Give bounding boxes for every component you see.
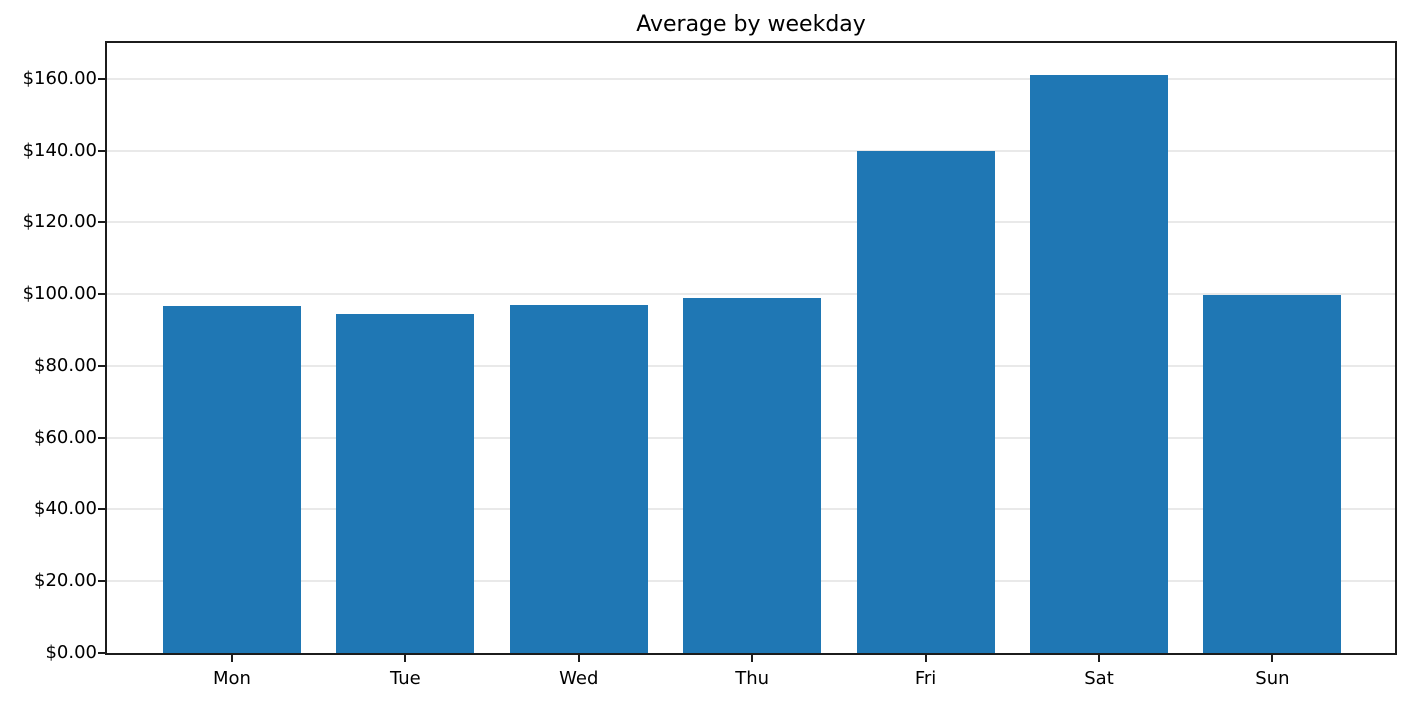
x-tick-mark-thu	[751, 655, 754, 662]
y-tick-mark-20	[98, 580, 105, 583]
y-tick-mark-120	[98, 221, 105, 224]
x-tick-label-thu: Thu	[735, 668, 770, 689]
x-tick-label-wed: Wed	[559, 668, 599, 689]
gridline-140	[107, 149, 1395, 152]
x-tick-mark-sun	[1271, 655, 1274, 662]
bar-sun	[1203, 295, 1342, 653]
x-tick-label-mon: Mon	[213, 668, 251, 689]
bar-tue	[336, 313, 475, 653]
x-tick-mark-mon	[231, 655, 233, 662]
y-tick-mark-80	[98, 364, 105, 367]
gridline-120	[107, 221, 1395, 224]
y-tick-label-100: $100.00	[22, 283, 97, 305]
x-tick-mark-tue	[404, 655, 407, 662]
bar-mon	[163, 305, 301, 653]
y-tick-label-20: $20.00	[34, 570, 97, 592]
x-tick-label-sat: Sat	[1084, 668, 1114, 689]
y-tick-label-80: $80.00	[34, 354, 97, 376]
x-tick-mark-fri	[924, 655, 927, 662]
bar-wed	[509, 304, 648, 653]
x-tick-mark-sat	[1098, 655, 1100, 662]
y-tick-mark-160	[98, 77, 105, 80]
y-tick-mark-100	[98, 293, 105, 296]
gridline-100	[107, 293, 1395, 296]
bar-fri	[856, 151, 995, 653]
y-tick-label-120: $120.00	[22, 211, 97, 233]
y-tick-label-60: $60.00	[34, 426, 97, 448]
chart-title: Average by weekday	[636, 12, 866, 37]
gridline-160	[107, 77, 1395, 80]
plot-area	[105, 41, 1397, 655]
y-tick-mark-60	[98, 436, 105, 439]
y-tick-label-140: $140.00	[22, 139, 97, 161]
y-tick-label-0: $0.00	[45, 642, 97, 663]
bar-thu	[683, 298, 822, 653]
y-tick-mark-0	[98, 652, 105, 654]
y-tick-mark-140	[98, 149, 105, 152]
y-tick-label-160: $160.00	[22, 67, 97, 89]
y-tick-label-40: $40.00	[34, 498, 97, 520]
x-tick-mark-wed	[577, 655, 580, 662]
x-tick-label-fri: Fri	[914, 668, 937, 689]
y-tick-mark-40	[98, 508, 105, 511]
x-tick-label-sun: Sun	[1255, 668, 1290, 689]
x-tick-label-tue: Tue	[390, 668, 421, 689]
bar-sat	[1030, 74, 1168, 653]
